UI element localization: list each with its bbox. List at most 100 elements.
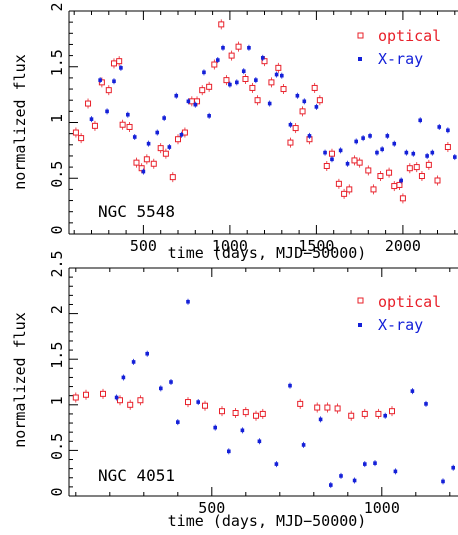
xray-point — [145, 351, 149, 356]
x-tick-label: 1000 — [364, 499, 400, 517]
xray-point — [202, 70, 206, 75]
optical-point — [185, 399, 191, 406]
y-tick-label: 1.5 — [48, 342, 66, 369]
optical-point — [119, 121, 126, 128]
xray-point — [383, 413, 387, 418]
optical-point — [143, 156, 150, 163]
xray-point — [155, 130, 160, 135]
xray-point — [131, 360, 136, 364]
xray-point — [437, 125, 442, 129]
xray-point — [314, 105, 319, 109]
panel-label-ngc-5548: NGC 5548 — [98, 202, 175, 221]
panel-label-ngc-4051: NGC 4051 — [98, 466, 175, 485]
y-tick-label: 2 — [48, 2, 66, 11]
xray-point — [354, 139, 358, 144]
optical-point — [418, 173, 425, 180]
x-tick-label: 2000 — [385, 237, 421, 255]
xray-point — [301, 443, 306, 447]
xray-point — [288, 383, 292, 388]
optical-point — [223, 77, 230, 84]
optical-point — [232, 410, 239, 417]
xray-point — [89, 117, 94, 121]
xray-point — [424, 402, 428, 406]
xray-point — [363, 462, 367, 466]
optical-point — [150, 160, 157, 167]
optical-point — [351, 157, 358, 164]
optical-point — [399, 195, 406, 202]
xray-point — [257, 439, 262, 444]
optical-point — [174, 136, 181, 143]
xray-point — [318, 417, 323, 422]
xray-point — [441, 479, 445, 484]
xray-point — [393, 469, 398, 474]
legend-top: optical X-ray — [357, 27, 441, 68]
plot-area-bottom: 0 0.5 1 1.5 2 2.5 500 1000 — [48, 250, 458, 517]
xray-point — [141, 169, 146, 174]
optical-point — [280, 86, 287, 93]
xray-point — [368, 134, 372, 138]
panel-ngc-5548: 0 0.5 1 1.5 2 500 1000 1500 2000 NGC 5548 time (… — [11, 2, 458, 262]
xray-point — [446, 128, 450, 133]
optical-point — [434, 177, 441, 184]
optical-point — [162, 150, 169, 157]
xray-point — [410, 389, 415, 393]
optical-point — [311, 84, 318, 91]
optical-point — [259, 410, 266, 417]
xray-point — [196, 400, 200, 404]
x-tick-label: 500 — [198, 499, 225, 517]
legend-xray-label: X-ray — [378, 50, 423, 68]
legend-xray-marker — [358, 57, 362, 61]
xray-point — [295, 93, 300, 98]
legend-xray-label: X-ray — [378, 316, 423, 334]
xray-point — [159, 386, 163, 391]
optical-point — [249, 84, 256, 91]
y-tick-label: 0.5 — [48, 161, 66, 188]
xray-point — [302, 99, 307, 104]
optical-point — [133, 159, 140, 166]
xray-point — [241, 69, 246, 74]
xray-point — [215, 58, 220, 62]
optical-point — [328, 150, 335, 157]
xray-point — [193, 102, 198, 107]
y-axis-title-top: normalized flux — [11, 54, 29, 189]
xray-point — [121, 375, 126, 380]
optical-point — [105, 87, 112, 94]
optical-point — [365, 167, 372, 174]
optical-point — [361, 410, 368, 417]
xray-point — [323, 150, 327, 155]
x-axis-title-bottom: time (days, MJD−50000) — [168, 512, 367, 530]
optical-point — [254, 97, 261, 104]
xray-point — [247, 45, 251, 50]
xray-point — [338, 148, 343, 153]
xray-point — [167, 145, 172, 149]
optical-point — [287, 139, 294, 146]
y-tick-label: 1.5 — [48, 49, 66, 76]
x-tick-label: 500 — [130, 237, 157, 255]
y-tick-label: 0 — [48, 487, 66, 496]
legend-optical-label: optical — [378, 27, 441, 45]
xray-point — [451, 465, 455, 470]
xray-point — [280, 73, 284, 78]
optical-point — [110, 60, 117, 67]
optical-point — [299, 108, 306, 115]
xray-point — [179, 132, 184, 137]
plot-area-top: 0 0.5 1 1.5 2 500 1000 1500 2000 — [48, 2, 458, 255]
xray-point — [126, 112, 130, 117]
xray-point — [228, 82, 232, 87]
optical-point — [228, 52, 235, 59]
x-axis-title-top: time (days, MJD−50000) — [168, 244, 367, 262]
optical-point — [72, 129, 79, 136]
optical-point — [72, 394, 79, 401]
xray-point — [105, 109, 109, 114]
y-axis-title-bottom: normalized flux — [11, 312, 29, 447]
optical-point — [202, 402, 208, 409]
y-tick-label: 2 — [48, 305, 66, 314]
optical-point — [396, 181, 403, 188]
optical-point — [85, 100, 92, 107]
xray-point — [288, 122, 293, 127]
optical-point — [211, 61, 218, 68]
xray-point — [186, 299, 190, 304]
xray-point — [162, 116, 166, 120]
optical-point — [199, 87, 206, 94]
optical-point — [323, 162, 330, 169]
